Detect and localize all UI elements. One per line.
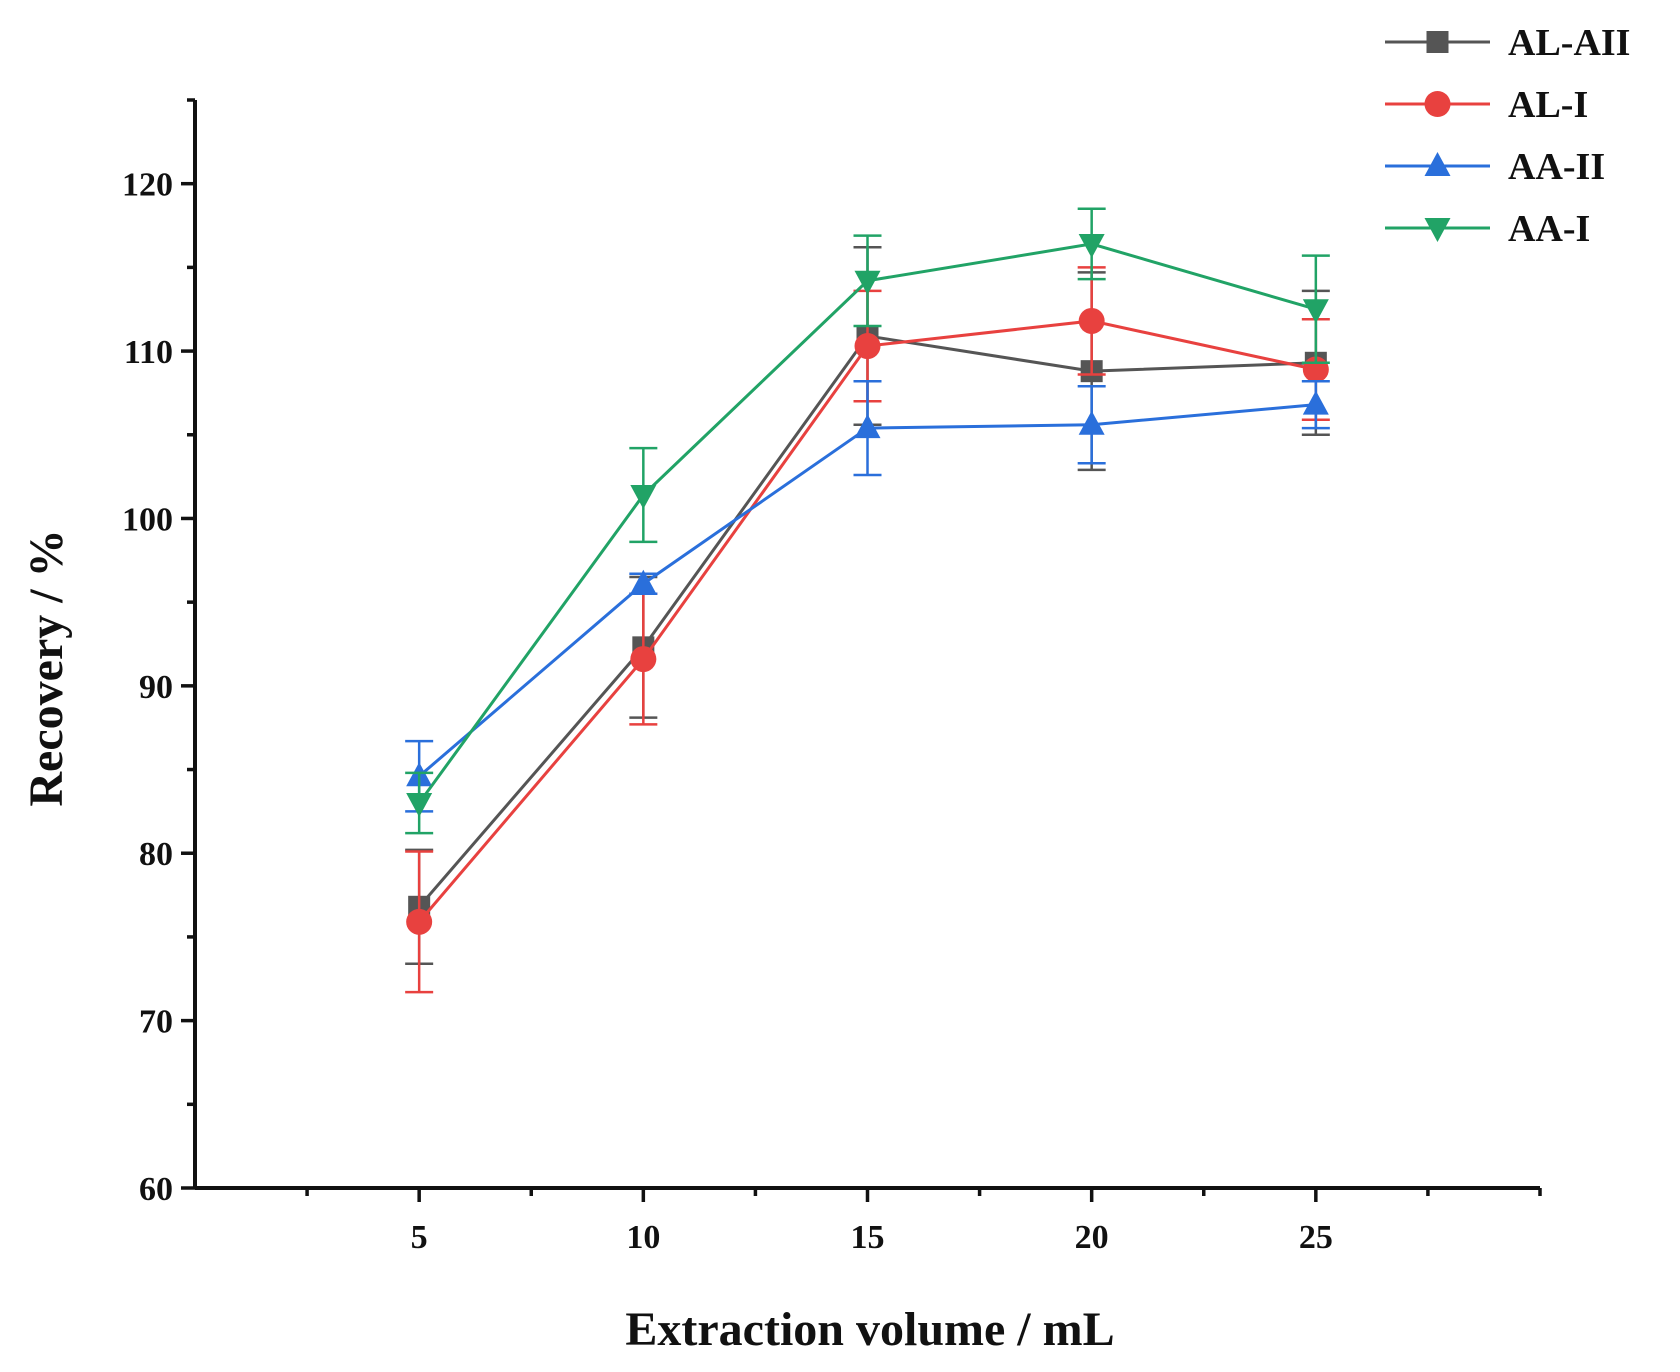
data-point xyxy=(406,908,433,935)
axes: 60 70 80 90 100 110 120 5 10 15 20 25 xyxy=(122,98,1542,1256)
legend-marker xyxy=(1424,218,1451,242)
series-aa-ii xyxy=(405,379,1330,813)
data-point xyxy=(630,569,657,594)
legend-label: AA-II xyxy=(1508,146,1605,188)
y-tick-label: 100 xyxy=(122,501,173,538)
y-tick-label: 60 xyxy=(139,1171,173,1208)
data-point xyxy=(630,646,657,673)
y-axis-title: Recovery / % xyxy=(20,529,73,806)
legend-label: AA-I xyxy=(1508,208,1590,250)
data-point xyxy=(630,485,657,510)
legend-item-al-aii: AL-AII xyxy=(1385,22,1630,64)
y-tick-label: 70 xyxy=(139,1004,173,1041)
legend-item-aa-i: AA-I xyxy=(1385,208,1590,250)
legend-marker xyxy=(1424,91,1451,117)
data-point xyxy=(1078,410,1105,435)
y-tick-label: 120 xyxy=(122,167,173,204)
x-axis-title: Extraction volume / mL xyxy=(625,1303,1114,1356)
legend-marker xyxy=(1424,152,1451,176)
data-point xyxy=(1078,307,1105,334)
x-tick-label: 25 xyxy=(1299,1219,1333,1256)
y-tick-label: 90 xyxy=(139,669,173,706)
legend-item-al-i: AL-I xyxy=(1385,84,1588,126)
x-tick-label: 15 xyxy=(851,1219,885,1256)
x-tick-label: 5 xyxy=(411,1219,428,1256)
series-aa-i xyxy=(405,207,1330,835)
data-point xyxy=(854,333,881,360)
data-point xyxy=(854,414,881,439)
data-point xyxy=(854,270,881,295)
legend-marker xyxy=(1426,31,1449,53)
data-point xyxy=(1302,390,1329,415)
y-tick-label: 110 xyxy=(124,334,173,371)
legend: AL-AII AL-I AA-II AA-I xyxy=(1385,22,1630,250)
data-point xyxy=(406,793,433,818)
series-layer xyxy=(405,207,1330,994)
y-tick-label: 80 xyxy=(139,836,173,873)
x-tick-label: 20 xyxy=(1075,1219,1109,1256)
data-point xyxy=(1302,299,1329,324)
x-tick-label: 10 xyxy=(626,1219,660,1256)
legend-label: AL-I xyxy=(1508,84,1588,126)
legend-item-aa-ii: AA-II xyxy=(1385,146,1605,188)
data-point xyxy=(1078,233,1105,258)
legend-label: AL-AII xyxy=(1508,22,1630,64)
